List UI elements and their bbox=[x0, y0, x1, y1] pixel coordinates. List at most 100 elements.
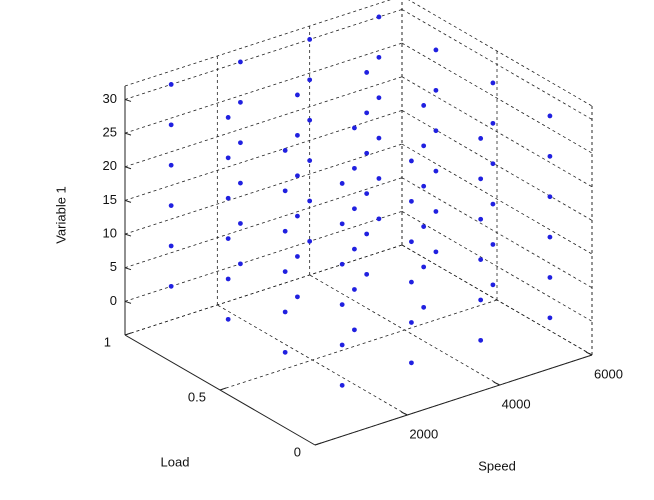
grid-line bbox=[124, 244, 403, 336]
point bbox=[490, 120, 496, 126]
point bbox=[307, 77, 313, 83]
point bbox=[225, 236, 231, 241]
point bbox=[364, 110, 370, 116]
point bbox=[364, 191, 370, 196]
point bbox=[352, 287, 357, 292]
point bbox=[433, 128, 439, 134]
point bbox=[409, 198, 414, 204]
x-tick-label: 6000 bbox=[594, 366, 623, 381]
y-tick-label: 0 bbox=[294, 444, 301, 459]
point bbox=[433, 47, 439, 53]
point bbox=[433, 87, 439, 93]
point bbox=[376, 54, 382, 60]
z-tick-label: 20 bbox=[103, 158, 117, 173]
point bbox=[421, 264, 427, 270]
z-tick bbox=[124, 300, 132, 304]
z-tick-label: 30 bbox=[103, 91, 117, 106]
z-tick bbox=[124, 199, 132, 203]
point bbox=[282, 309, 288, 315]
point bbox=[364, 231, 370, 237]
point bbox=[409, 158, 414, 164]
x-tick bbox=[401, 411, 408, 416]
y-tick-label: 1 bbox=[104, 334, 111, 349]
point bbox=[478, 297, 484, 303]
point bbox=[339, 382, 345, 388]
point bbox=[376, 176, 382, 181]
point bbox=[352, 165, 357, 171]
point bbox=[376, 14, 382, 20]
point bbox=[238, 221, 243, 226]
point bbox=[421, 183, 427, 189]
point bbox=[238, 261, 243, 267]
z-tick bbox=[124, 166, 132, 170]
point bbox=[364, 150, 370, 156]
point bbox=[352, 246, 357, 252]
z-tick-label: 15 bbox=[103, 192, 117, 207]
point bbox=[225, 195, 231, 201]
grid-line bbox=[219, 299, 498, 391]
z-tick-label: 5 bbox=[110, 259, 117, 274]
point bbox=[547, 194, 553, 200]
point bbox=[339, 342, 345, 348]
point bbox=[433, 249, 439, 255]
point bbox=[295, 294, 300, 300]
point bbox=[421, 304, 427, 310]
point bbox=[168, 162, 174, 168]
point bbox=[490, 201, 496, 207]
x-tick-label: 2000 bbox=[409, 426, 438, 441]
point bbox=[352, 327, 357, 333]
grid-line bbox=[124, 42, 403, 134]
point bbox=[547, 234, 553, 240]
point bbox=[295, 92, 300, 98]
point bbox=[307, 117, 313, 123]
x-axis-label: Speed bbox=[478, 458, 516, 473]
y-tick-label: 0.5 bbox=[188, 389, 206, 404]
point bbox=[490, 80, 496, 86]
point bbox=[307, 198, 313, 204]
point bbox=[168, 82, 174, 87]
grid-line bbox=[401, 211, 593, 322]
point bbox=[490, 161, 496, 167]
point bbox=[478, 136, 484, 141]
point bbox=[307, 158, 313, 163]
point bbox=[409, 279, 414, 285]
point bbox=[376, 135, 382, 141]
z-tick bbox=[124, 267, 132, 271]
point bbox=[225, 316, 231, 322]
point bbox=[409, 320, 414, 325]
point bbox=[409, 360, 414, 366]
point bbox=[295, 173, 300, 179]
x-tick bbox=[585, 351, 593, 356]
y-tick bbox=[314, 442, 322, 446]
point bbox=[295, 213, 300, 219]
z-tick-label: 25 bbox=[103, 125, 117, 140]
point bbox=[282, 228, 288, 234]
point bbox=[478, 216, 484, 222]
point bbox=[339, 261, 345, 267]
point bbox=[547, 275, 553, 280]
z-axis-label: Variable 1 bbox=[53, 186, 68, 244]
point bbox=[295, 254, 300, 259]
z-tick-label: 0 bbox=[110, 293, 117, 308]
point bbox=[282, 349, 288, 355]
point bbox=[225, 276, 231, 282]
point bbox=[168, 283, 174, 289]
point bbox=[547, 153, 553, 159]
x-tick bbox=[493, 381, 500, 386]
y-tick bbox=[219, 387, 227, 391]
grid-line bbox=[124, 210, 403, 302]
point bbox=[339, 302, 345, 307]
point bbox=[282, 269, 288, 274]
point bbox=[282, 148, 288, 153]
grid-line bbox=[401, 42, 593, 154]
point bbox=[225, 115, 231, 120]
point bbox=[168, 122, 174, 128]
point bbox=[168, 203, 174, 208]
box-edge bbox=[124, 0, 391, 87]
point bbox=[409, 239, 414, 245]
x-tick-label: 4000 bbox=[502, 396, 531, 411]
grid-line bbox=[124, 76, 403, 168]
box-edge bbox=[408, 0, 593, 107]
point bbox=[547, 113, 553, 119]
